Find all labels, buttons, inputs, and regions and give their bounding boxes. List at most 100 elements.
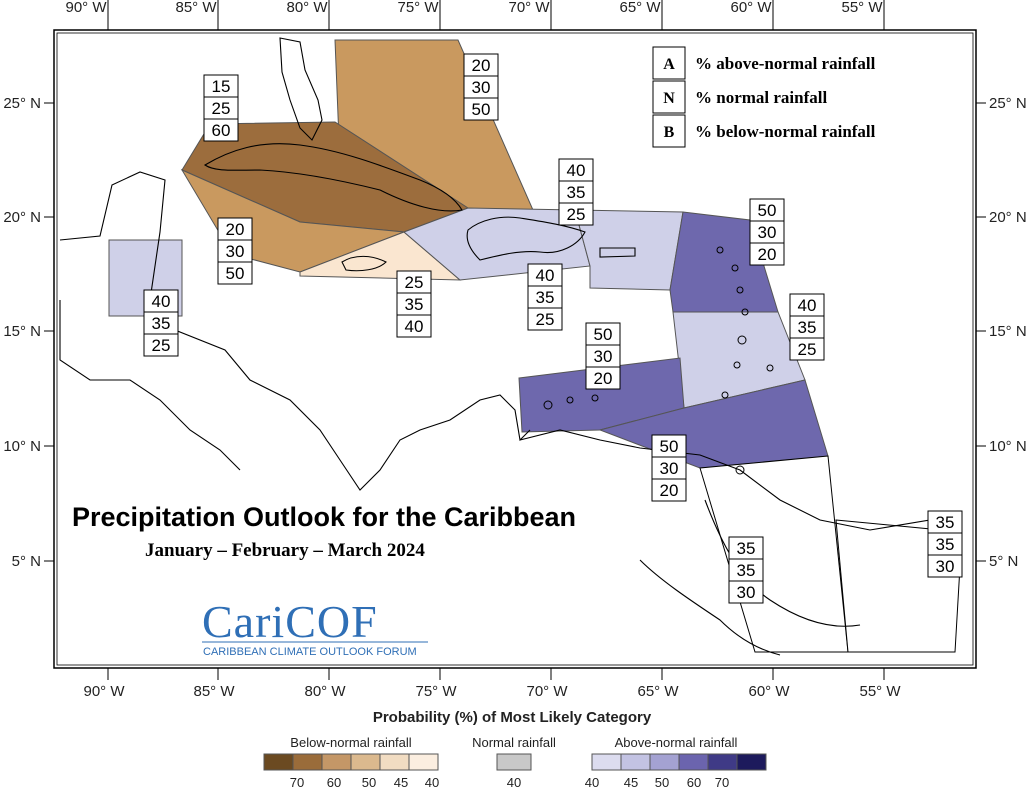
prob-above: 50 xyxy=(660,437,679,456)
prob-box-suriname: 35 35 30 xyxy=(927,510,963,578)
below-swatch xyxy=(379,753,410,771)
prob-box-leeward: 50 30 20 xyxy=(749,198,785,266)
above-swatch xyxy=(649,753,680,771)
lon-tick-top: 60° W xyxy=(730,0,772,16)
below-tick: 45 xyxy=(394,775,408,790)
prob-above: 20 xyxy=(472,56,491,75)
coastlines xyxy=(59,37,961,656)
category-key: A N B % above-normal rainfall % normal r… xyxy=(652,46,876,148)
below-swatch xyxy=(321,753,352,771)
key-label-below: % below-normal rainfall xyxy=(695,122,876,141)
lat-tick-left: 20° N xyxy=(3,209,41,226)
lat-tick-right: 10° N xyxy=(989,438,1027,455)
prob-below: 25 xyxy=(567,205,586,224)
prob-below: 50 xyxy=(226,264,245,283)
prob-below: 30 xyxy=(936,557,955,576)
key-letter-n: N xyxy=(663,90,675,107)
prob-box-abc: 50 30 20 xyxy=(585,322,621,390)
longitude-ticks-top: 90° W 85° W 80° W 75° W 70° W 65° W 60° … xyxy=(65,0,885,30)
above-tick: 45 xyxy=(624,775,638,790)
prob-normal: 35 xyxy=(936,535,955,554)
hispaniola-coast xyxy=(466,216,586,261)
above-tick: 60 xyxy=(687,775,701,790)
lon-tick-bottom: 80° W xyxy=(304,683,346,700)
island xyxy=(735,465,745,475)
key-letter-b: B xyxy=(664,124,675,141)
lat-tick-left: 10° N xyxy=(3,438,41,455)
lon-tick-top: 80° W xyxy=(286,0,328,16)
prob-normal: 25 xyxy=(212,99,231,118)
prob-above: 20 xyxy=(226,220,245,239)
lon-tick-bottom: 60° W xyxy=(748,683,790,700)
map-inner-frame xyxy=(56,32,974,666)
prob-box-cuba: 15 25 60 xyxy=(203,74,239,142)
key-label-normal: % normal rainfall xyxy=(695,88,827,107)
lat-tick-right: 20° N xyxy=(989,209,1027,226)
above-swatch xyxy=(591,753,622,771)
island xyxy=(591,394,599,402)
longitude-ticks-bottom: 90° W 85° W 80° W 75° W 70° W 65° W 60° … xyxy=(83,668,901,700)
central-america-coast xyxy=(59,171,531,491)
prob-normal: 30 xyxy=(594,347,613,366)
prob-normal: 35 xyxy=(405,295,424,314)
lat-tick-right: 5° N xyxy=(989,553,1018,570)
above-swatch xyxy=(678,753,709,771)
prob-normal: 35 xyxy=(798,318,817,337)
lon-tick-top: 75° W xyxy=(397,0,439,16)
below-tick: 60 xyxy=(327,775,341,790)
below-swatch xyxy=(350,753,381,771)
prob-below: 20 xyxy=(758,245,777,264)
above-tick: 40 xyxy=(585,775,599,790)
probability-boxes: 20 30 50 15 25 60 20 30 50 25 35 40 40 3… xyxy=(143,53,963,604)
island xyxy=(737,335,747,345)
outlook-regions xyxy=(108,39,963,653)
normal-tick: 40 xyxy=(507,775,521,790)
prob-below: 25 xyxy=(152,336,171,355)
above-normal-colorbar: 40 45 50 60 70 xyxy=(585,753,767,790)
prob-box-belize: 40 35 25 xyxy=(143,289,179,357)
lat-tick-left: 5° N xyxy=(12,553,41,570)
below-swatch xyxy=(263,753,294,771)
lon-tick-top: 90° W xyxy=(65,0,107,16)
lon-tick-top: 70° W xyxy=(508,0,550,16)
lon-tick-bottom: 70° W xyxy=(526,683,568,700)
prob-above: 25 xyxy=(405,273,424,292)
prob-normal: 30 xyxy=(226,242,245,261)
prob-box-jamaica: 25 35 40 xyxy=(396,270,432,338)
caricof-logo: CariCOF CARIBBEAN CLIMATE OUTLOOK FORUM xyxy=(202,596,428,658)
prob-box-windward: 40 35 25 xyxy=(789,293,825,361)
prob-box-trinidad: 50 30 20 xyxy=(651,434,687,502)
puerto-rico-coast xyxy=(599,247,636,258)
region-puerto-rico xyxy=(574,209,684,291)
island xyxy=(736,286,744,294)
logo-tagline: CARIBBEAN CLIMATE OUTLOOK FORUM xyxy=(203,646,417,658)
above-normal-heading: Above-normal rainfall xyxy=(615,735,738,750)
lat-tick-left: 15° N xyxy=(3,323,41,340)
island xyxy=(731,264,739,272)
key-letter-a: A xyxy=(663,56,675,73)
below-normal-colorbar: 70 60 50 45 40 xyxy=(263,753,439,790)
prob-normal: 35 xyxy=(567,183,586,202)
lon-tick-top: 85° W xyxy=(175,0,217,16)
prob-below: 20 xyxy=(660,481,679,500)
lesser-antilles xyxy=(543,246,774,475)
prob-below: 40 xyxy=(405,317,424,336)
lon-tick-bottom: 55° W xyxy=(859,683,901,700)
prob-legend-title: Probability (%) of Most Likely Category xyxy=(373,709,652,726)
prob-below: 25 xyxy=(536,310,555,329)
prob-normal: 30 xyxy=(660,459,679,478)
lat-tick-left: 25° N xyxy=(3,95,41,112)
prob-normal: 30 xyxy=(758,223,777,242)
prob-box-bahamas: 20 30 50 xyxy=(463,53,499,121)
logo-wordmark: CariCOF xyxy=(202,596,378,647)
above-swatch xyxy=(620,753,651,771)
map-title: Precipitation Outlook for the Caribbean xyxy=(72,502,576,532)
lon-tick-top: 65° W xyxy=(619,0,661,16)
above-swatch xyxy=(707,753,738,771)
prob-box-guyana: 35 35 30 xyxy=(728,536,764,604)
cuba-coast xyxy=(203,143,463,212)
lon-tick-bottom: 90° W xyxy=(83,683,125,700)
prob-normal: 35 xyxy=(536,288,555,307)
latitude-ticks: 25° N 20° N 15° N 10° N 5° N 25° N 20° N… xyxy=(3,95,1026,570)
